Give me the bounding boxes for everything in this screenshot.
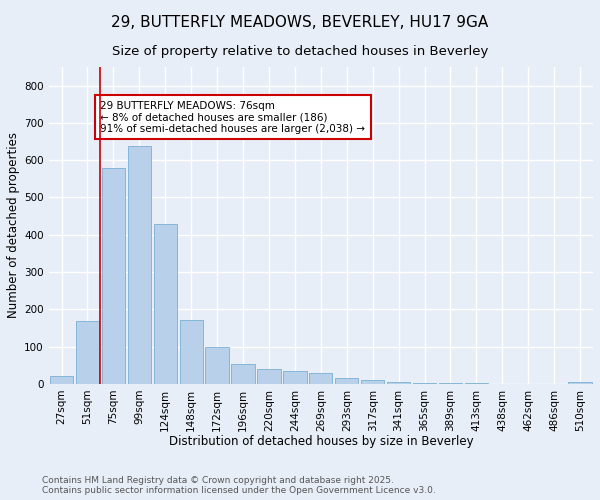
Bar	[102, 168, 125, 384]
Text: 29, BUTTERFLY MEADOWS, BEVERLEY, HU17 9GA: 29, BUTTERFLY MEADOWS, BEVERLEY, HU17 9G…	[112, 15, 488, 30]
Bar	[76, 322, 99, 384]
Bar	[232, 364, 255, 384]
Bar	[154, 224, 177, 384]
Bar	[50, 376, 73, 384]
Bar	[335, 378, 358, 384]
Bar	[387, 382, 410, 384]
Bar	[361, 380, 385, 384]
Bar	[128, 146, 151, 384]
Text: Contains HM Land Registry data © Crown copyright and database right 2025.
Contai: Contains HM Land Registry data © Crown c…	[42, 476, 436, 495]
Bar	[413, 383, 436, 384]
Bar	[257, 369, 281, 384]
Bar	[205, 346, 229, 384]
Bar	[568, 382, 592, 384]
X-axis label: Distribution of detached houses by size in Beverley: Distribution of detached houses by size …	[169, 435, 473, 448]
Bar	[179, 320, 203, 384]
Bar	[465, 383, 488, 384]
Bar	[309, 374, 332, 384]
Y-axis label: Number of detached properties: Number of detached properties	[7, 132, 20, 318]
Bar	[283, 371, 307, 384]
Bar	[439, 383, 462, 384]
Text: 29 BUTTERFLY MEADOWS: 76sqm
← 8% of detached houses are smaller (186)
91% of sem: 29 BUTTERFLY MEADOWS: 76sqm ← 8% of deta…	[100, 100, 365, 134]
Text: Size of property relative to detached houses in Beverley: Size of property relative to detached ho…	[112, 45, 488, 58]
